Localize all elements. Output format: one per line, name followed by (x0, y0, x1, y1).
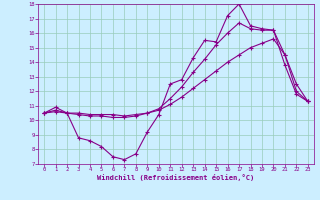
X-axis label: Windchill (Refroidissement éolien,°C): Windchill (Refroidissement éolien,°C) (97, 174, 255, 181)
